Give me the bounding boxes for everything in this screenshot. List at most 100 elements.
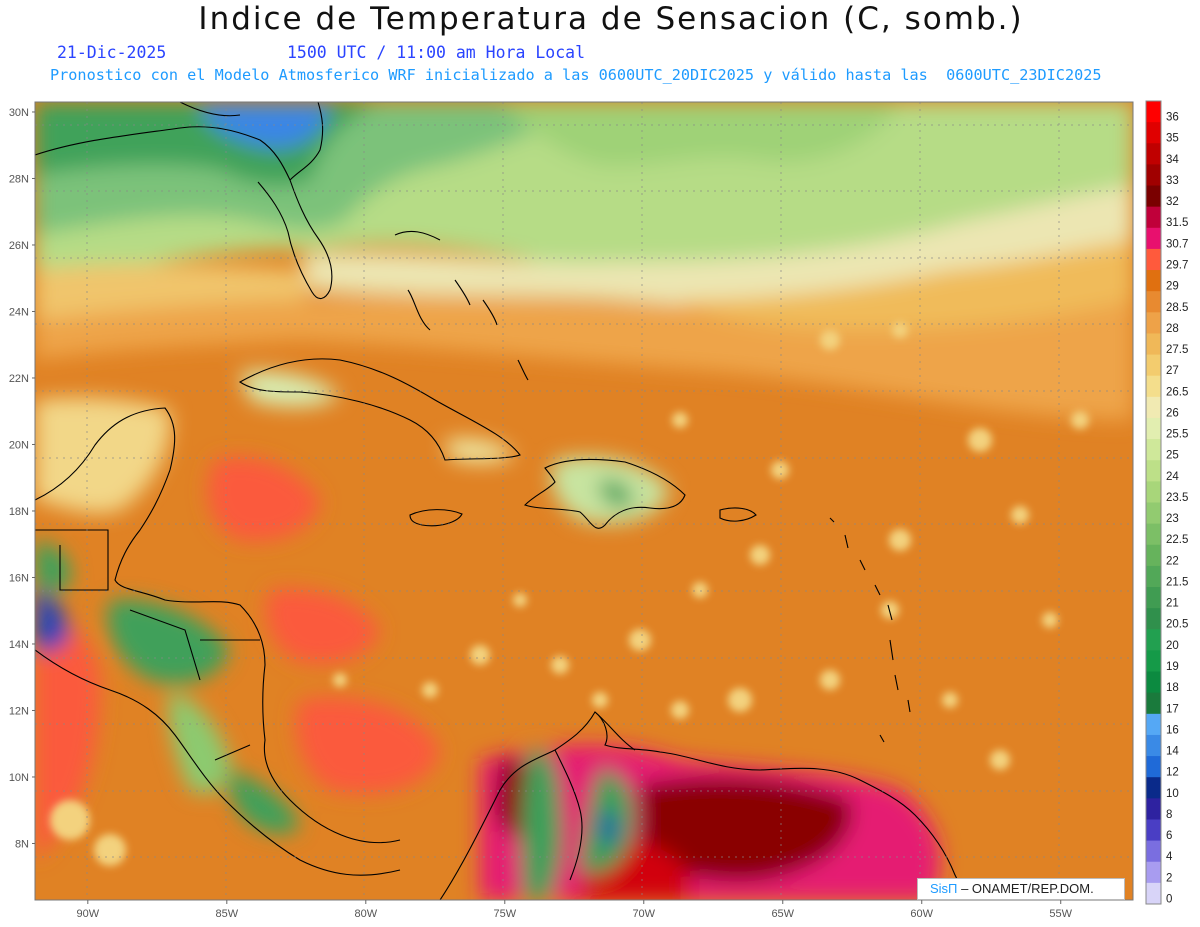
map-title: Indice de Temperatura de Sensacion (C, s… [198,1,1024,37]
model-info: Pronostico con el Modelo Atmosferico WRF… [50,66,1102,84]
lon-label: 90W [77,908,100,920]
colorbar-label: 28.5 [1166,302,1188,314]
colorbar-label: 35 [1166,133,1179,145]
colorbar-label: 6 [1166,830,1172,842]
colorbar-label: 29 [1166,281,1179,293]
colorbar-label: 30.7 [1166,238,1188,250]
colorbar-label: 32 [1166,196,1179,208]
colorbar-swatch [1146,882,1161,905]
colorbar-swatch [1146,565,1161,588]
colorbar-swatch [1146,185,1161,208]
colorbar-swatch [1146,713,1161,736]
colorbar-swatch [1146,502,1161,525]
axis-labels: 30N 28N 26N 24N 22N 20N 18N 16N 14N 12N 10N 8N 90W 85… [9,107,1073,920]
colorbar-swatch [1146,122,1161,144]
colorbar-label: 34 [1166,154,1179,166]
colorbar-swatch [1146,523,1161,546]
colorbar-swatch [1146,248,1161,271]
lon-label: 65W [771,908,794,920]
colorbar-label: 27.5 [1166,344,1188,356]
colorbar-swatch [1146,270,1161,292]
colorbar-swatch [1146,798,1161,820]
colorbar-swatch [1146,587,1161,609]
colorbar-label: 10 [1166,788,1179,800]
plot-frame [34,101,1134,901]
colorbar-swatch [1146,629,1161,651]
graticule [35,102,1133,900]
lat-label: 8N [15,838,29,850]
lat-label: 10N [9,772,29,784]
colorbar-swatch [1146,101,1161,123]
colorbar-label: 36 [1166,112,1179,124]
lat-label: 12N [9,705,29,717]
sispi-logo: SisΠ [930,881,958,896]
colorbar-swatch [1146,650,1161,673]
credit-text: – ONAMET/REP.DOM. [957,881,1094,896]
colorbar-label: 18 [1166,682,1179,694]
colorbar-label: 19 [1166,661,1179,673]
colorbar-frame [1145,100,1162,905]
valid-time: 1500 UTC / 11:00 am Hora Local [287,43,586,62]
colorbar-swatch [1146,840,1161,863]
lon-label: 55W [1049,908,1072,920]
colorbar-label: 0 [1166,893,1172,905]
colorbar-label: 20 [1166,640,1179,652]
colorbar-label: 26 [1166,407,1179,419]
colorbar-swatch [1146,819,1161,842]
lat-label: 30N [9,107,29,119]
lon-label: 75W [493,908,516,920]
colorbar-label: 25 [1166,450,1179,462]
colorbar-swatch [1146,417,1161,440]
colorbar-label: 21.5 [1166,576,1188,588]
colorbar-swatch [1146,375,1161,398]
colorbar-swatch [1146,164,1161,187]
colorbar-swatch [1146,396,1161,419]
colorbar-label: 20.5 [1166,619,1188,631]
colorbar-swatch [1146,777,1161,799]
lat-label: 24N [9,306,29,318]
colorbar-label: 21 [1166,598,1179,610]
lat-label: 22N [9,373,29,385]
colorbar-label: 17 [1166,703,1179,715]
colorbar-label: 28 [1166,323,1179,335]
colorbar-swatch [1146,544,1161,567]
colorbar-swatch [1146,143,1161,165]
credit-box: SisΠ – ONAMET/REP.DOM. [917,878,1125,900]
lat-label: 18N [9,506,29,518]
colorbar-swatch [1146,333,1161,356]
colorbar-label: 27 [1166,365,1179,377]
lat-label: 26N [9,240,29,252]
colorbar-label: 8 [1166,809,1172,821]
colorbar-swatch [1146,312,1161,334]
colorbar-swatch [1146,734,1161,757]
colorbar-label: 26.5 [1166,386,1188,398]
colorbar-label: 16 [1166,724,1179,736]
colorbar-swatch [1146,481,1161,503]
colorbar-label: 23 [1166,513,1179,525]
colorbar-swatch [1146,291,1161,313]
forecast-date: 21-Dic-2025 [57,43,167,62]
lon-label: 60W [910,908,933,920]
colorbar-label: 22 [1166,555,1179,567]
colorbar-label: 4 [1166,851,1173,863]
colorbar-label: 33 [1166,175,1179,187]
colorbar-swatch [1146,756,1161,778]
colorbar-label: 2 [1166,872,1172,884]
colorbar-label: 25.5 [1166,429,1188,441]
colorbar-swatch [1146,206,1161,229]
colorbar-swatch [1146,861,1161,884]
colorbar-label: 14 [1166,746,1179,758]
colorbar-label: 23.5 [1166,492,1188,504]
colorbar-label: 12 [1166,767,1179,779]
colorbar-label: 24 [1166,471,1179,483]
colorbar-swatch [1146,439,1161,461]
lon-label: 85W [215,908,238,920]
lat-label: 16N [9,572,29,584]
lat-label: 14N [9,639,29,651]
colorbar-swatch [1146,227,1161,250]
lon-label: 70W [632,908,655,920]
lon-label: 80W [354,908,377,920]
colorbar-swatch [1146,671,1161,694]
colorbar-label: 31.5 [1166,217,1188,229]
